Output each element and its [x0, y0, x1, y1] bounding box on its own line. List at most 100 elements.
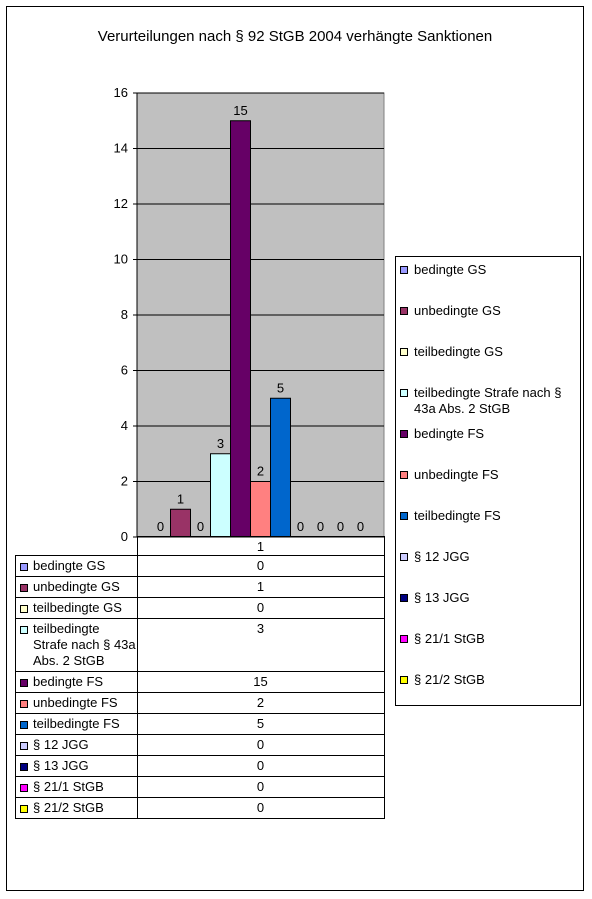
- table-row-label: bedingte GS: [15, 555, 138, 577]
- table-row-label: teilbedingte GS: [15, 597, 138, 619]
- table-label-text: bedingte FS: [33, 674, 104, 689]
- table-row: bedingte FS 15: [15, 671, 385, 693]
- data-label: 0: [157, 519, 164, 534]
- y-tick-label: 14: [114, 141, 128, 156]
- legend-label: teilbedingte FS: [414, 508, 501, 523]
- legend-label: teilbedingte GS: [414, 344, 503, 359]
- bar-7: [270, 397, 291, 538]
- legend-label: bedingte FS: [414, 426, 485, 441]
- table-label-text: bedingte GS: [33, 558, 106, 573]
- legend-swatch: [400, 307, 408, 315]
- bar-2: [170, 508, 191, 538]
- table-row-label: unbedingte FS: [15, 692, 138, 714]
- table-value: 15: [136, 671, 385, 693]
- legend-swatch: [400, 635, 408, 643]
- data-label: 0: [317, 519, 324, 534]
- table-value: 0: [136, 555, 385, 577]
- data-label: 2: [257, 464, 264, 479]
- table-label-text: § 12 JGG: [33, 737, 89, 752]
- table-row: bedingte GS 0: [15, 555, 385, 577]
- data-label: 1: [177, 491, 184, 506]
- table-label-text: § 13 JGG: [33, 758, 89, 773]
- table-label-text: unbedingte GS: [33, 579, 120, 594]
- table-value: 0: [136, 734, 385, 756]
- table-swatch: [20, 626, 28, 634]
- table-value: 5: [136, 713, 385, 735]
- y-tick-label: 6: [121, 363, 128, 378]
- bar-6: [250, 481, 271, 538]
- table-swatch: [20, 563, 28, 571]
- table-row: § 12 JGG 0: [15, 734, 385, 756]
- table-swatch: [20, 742, 28, 750]
- data-label: 0: [337, 519, 344, 534]
- legend-label: § 12 JGG: [414, 549, 470, 564]
- data-label: 0: [297, 519, 304, 534]
- table-row: § 21/2 StGB 0: [15, 797, 385, 819]
- table-row: unbedingte FS 2: [15, 692, 385, 714]
- chart-title: Verurteilungen nach § 92 StGB 2004 verhä…: [97, 28, 493, 45]
- legend-label: teilbedingte Strafe nach § 43a Abs. 2 St…: [414, 385, 562, 416]
- legend-label: § 21/1 StGB: [414, 631, 485, 646]
- legend-label: unbedingte GS: [414, 303, 501, 318]
- y-tick-label: 8: [121, 307, 128, 322]
- table-value: 0: [136, 755, 385, 777]
- data-label: 15: [233, 103, 247, 118]
- chart-legend: bedingte GS unbedingte GS teilbedingte GS t…: [395, 256, 581, 706]
- legend-swatch: [400, 348, 408, 356]
- data-table: 1 bedingte GS 0 unbedingte GS 1 teilbedingte …: [15, 536, 385, 819]
- table-label-text: teilbedingte FS: [33, 716, 120, 731]
- table-row: teilbedingte FS 5: [15, 713, 385, 735]
- legend-label: § 13 JGG: [414, 590, 470, 605]
- legend-swatch: [400, 266, 408, 274]
- y-tick-label: 4: [121, 418, 128, 433]
- table-row-label: § 21/2 StGB: [15, 797, 138, 819]
- table-swatch: [20, 721, 28, 729]
- bar-5: [230, 120, 251, 538]
- table-corner: [15, 536, 138, 556]
- table-label-text: teilbedingte Strafe nach § 43a Abs. 2 St…: [33, 621, 136, 668]
- legend-swatch: [400, 512, 408, 520]
- table-row-label: § 21/1 StGB: [15, 776, 138, 798]
- data-label: 0: [197, 519, 204, 534]
- table-label-text: unbedingte FS: [33, 695, 118, 710]
- y-tick-label: 10: [114, 252, 128, 267]
- table-swatch: [20, 584, 28, 592]
- table-row-label: unbedingte GS: [15, 576, 138, 598]
- table-label-text: teilbedingte GS: [33, 600, 122, 615]
- legend-swatch: [400, 594, 408, 602]
- legend-swatch: [400, 389, 408, 397]
- data-label: 5: [277, 380, 284, 395]
- table-swatch: [20, 700, 28, 708]
- table-row: § 21/1 StGB 0: [15, 776, 385, 798]
- y-tick-label: 2: [121, 474, 128, 489]
- data-label: 3: [217, 436, 224, 451]
- table-row-label: § 13 JGG: [15, 755, 138, 777]
- table-value: 1: [136, 576, 385, 598]
- legend-label: bedingte GS: [414, 262, 487, 277]
- table-row: teilbedingte GS 0: [15, 597, 385, 619]
- legend-label: § 21/2 StGB: [414, 672, 485, 687]
- bar-4: [210, 453, 231, 538]
- legend-swatch: [400, 430, 408, 438]
- table-swatch: [20, 679, 28, 687]
- table-category-header: 1: [136, 536, 385, 556]
- table-row: teilbedingte Strafe nach § 43a Abs. 2 St…: [15, 618, 385, 672]
- table-row-label: teilbedingte Strafe nach § 43a Abs. 2 St…: [15, 618, 138, 672]
- table-swatch: [20, 784, 28, 792]
- table-value: 3: [136, 618, 385, 672]
- data-label: 0: [357, 519, 364, 534]
- table-row-label: teilbedingte FS: [15, 713, 138, 735]
- table-row: § 13 JGG 0: [15, 755, 385, 777]
- table-value: 0: [136, 776, 385, 798]
- table-swatch: [20, 605, 28, 613]
- legend-swatch: [400, 471, 408, 479]
- table-swatch: [20, 763, 28, 771]
- legend-swatch: [400, 553, 408, 561]
- table-label-text: § 21/1 StGB: [33, 779, 104, 794]
- legend-swatch: [400, 676, 408, 684]
- table-value: 0: [136, 597, 385, 619]
- table-row-label: § 12 JGG: [15, 734, 138, 756]
- table-row-label: bedingte FS: [15, 671, 138, 693]
- y-tick-label: 16: [114, 85, 128, 100]
- table-swatch: [20, 805, 28, 813]
